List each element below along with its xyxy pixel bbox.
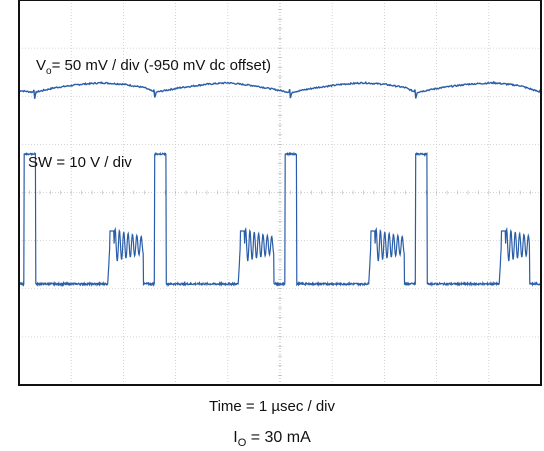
vo-label-main: V [36,57,46,74]
condition-main: I [233,429,238,446]
oscilloscope-capture: Vo= 50 mV / div (-950 mV dc offset) SW =… [18,0,542,386]
vo-label: Vo= 50 mV / div (-950 mV dc offset) [36,57,271,77]
condition-caption: IO = 30 mA [0,429,544,449]
vo-trace [19,80,542,99]
screen-frame [18,0,542,386]
vo-label-rest: = 50 mV / div (-950 mV dc offset) [52,57,271,74]
x-axis-caption: Time = 1 µsec / div [208,398,336,415]
graticule [19,0,541,385]
condition-sub: O [237,437,247,449]
condition-rest: = 30 mA [246,429,311,446]
sw-label: SW = 10 V / div [28,154,132,171]
vo-label-sub: o [46,66,52,77]
sw-trace [18,151,542,288]
